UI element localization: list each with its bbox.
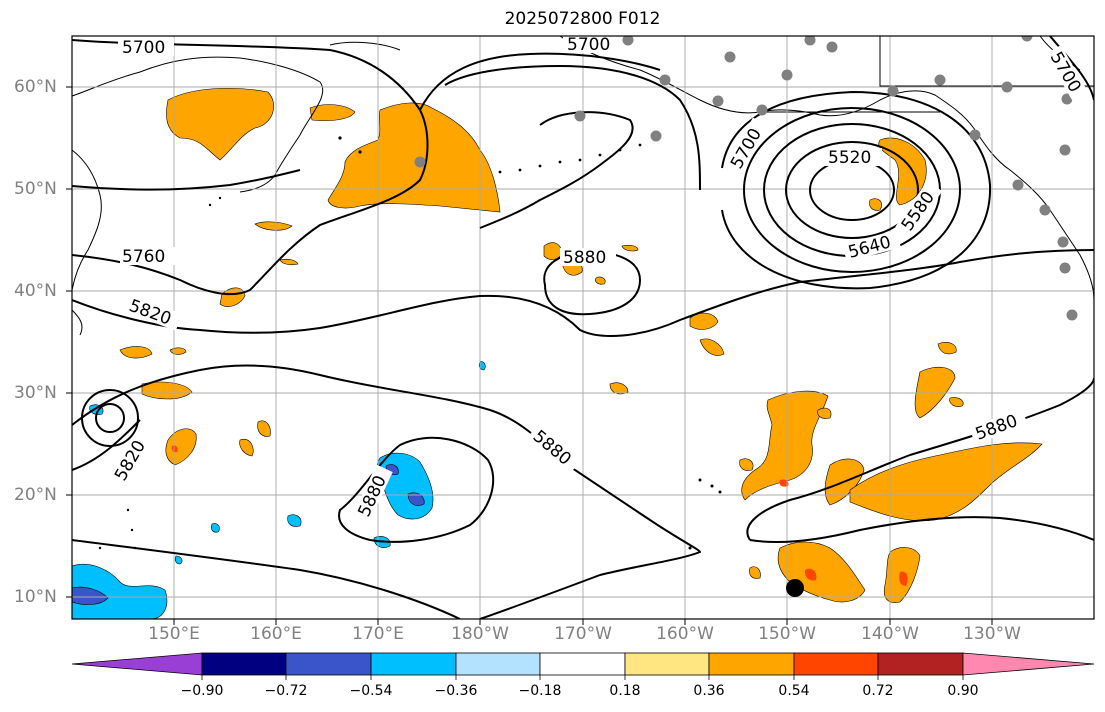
colorbar-tick-label: 0.54 (778, 683, 810, 699)
lat-label: 40°N (14, 281, 57, 301)
axis-ticks (66, 86, 993, 625)
lat-label: 30°N (14, 383, 57, 403)
colorbar-tick-label: 0.18 (609, 683, 641, 699)
lon-label: 140°W (861, 624, 919, 644)
lat-label: 60°N (14, 77, 57, 97)
colorbar-tick-label: −0.54 (349, 683, 393, 699)
lon-label: 170°W (554, 624, 612, 644)
lon-label: 160°W (656, 624, 714, 644)
contour-label: 5700 (567, 35, 610, 55)
lon-label: 150°W (758, 624, 816, 644)
lon-label: 180°W (451, 624, 509, 644)
contour-label: 5880 (563, 248, 606, 268)
colorbar-tick-label: −0.18 (518, 683, 562, 699)
lon-label: 130°W (963, 624, 1021, 644)
colorbar-tick-label: 0.90 (947, 683, 979, 699)
center-marker (786, 579, 804, 597)
lon-label: 150°E (148, 624, 200, 644)
negative-shading (72, 361, 486, 619)
lat-label: 10°N (14, 587, 57, 607)
lon-label: 160°E (250, 624, 302, 644)
lat-label: 20°N (14, 485, 57, 505)
contour-label: 5520 (828, 148, 871, 168)
contour-label: 5760 (122, 247, 165, 267)
colorbar-tick-label: 0.72 (862, 683, 894, 699)
colorbar-tick-label: −0.36 (434, 683, 478, 699)
lat-label: 50°N (14, 179, 57, 199)
map-area: 5700 5700 5700 5700 5520 5580 5640 57 (72, 35, 1094, 619)
lon-label: 170°E (352, 624, 404, 644)
colorbar-tick-label: −0.90 (180, 683, 224, 699)
colorbar-tick-label: 0.36 (693, 683, 725, 699)
colorbar (71, 652, 1095, 680)
strong-positive-shading (171, 445, 908, 586)
map-title: 2025072800 F012 (504, 9, 661, 29)
contour-label: 5700 (122, 38, 165, 58)
colorbar-tick-label: −0.72 (264, 683, 308, 699)
station-markers (414, 36, 1078, 321)
